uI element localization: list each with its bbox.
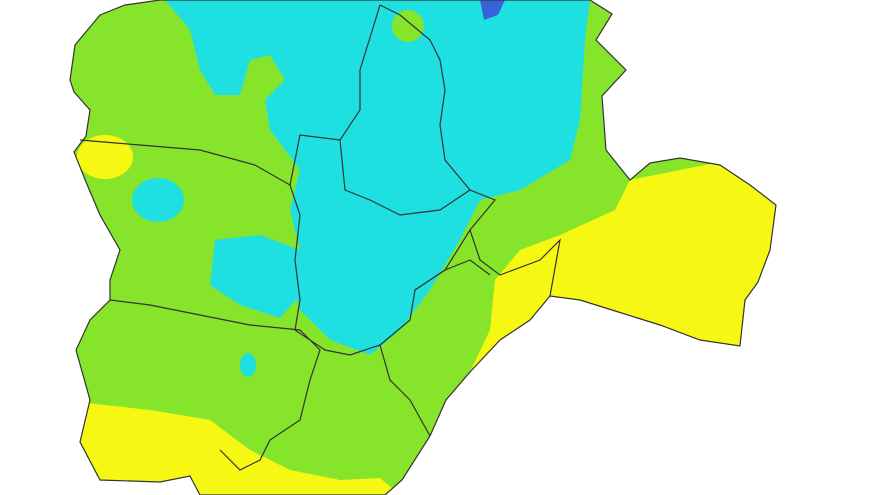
- province-border: [469, 229, 561, 297]
- province-border: [414, 259, 491, 291]
- zone-yellow-southwest: [70, 400, 400, 495]
- zone-blue-north: [480, 0, 505, 20]
- province-borders: [69, 0, 777, 495]
- zone-cyan-spot: [240, 353, 256, 377]
- zone-green-spot: [392, 10, 424, 42]
- zone-cyan-west: [132, 178, 184, 222]
- province-border: [109, 299, 321, 471]
- zone-cyan-center-west: [210, 235, 305, 318]
- zone-yellow-northwest: [77, 135, 133, 179]
- province-border: [379, 344, 431, 437]
- province-border: [339, 139, 471, 216]
- zone-cyan-north: [165, 0, 590, 355]
